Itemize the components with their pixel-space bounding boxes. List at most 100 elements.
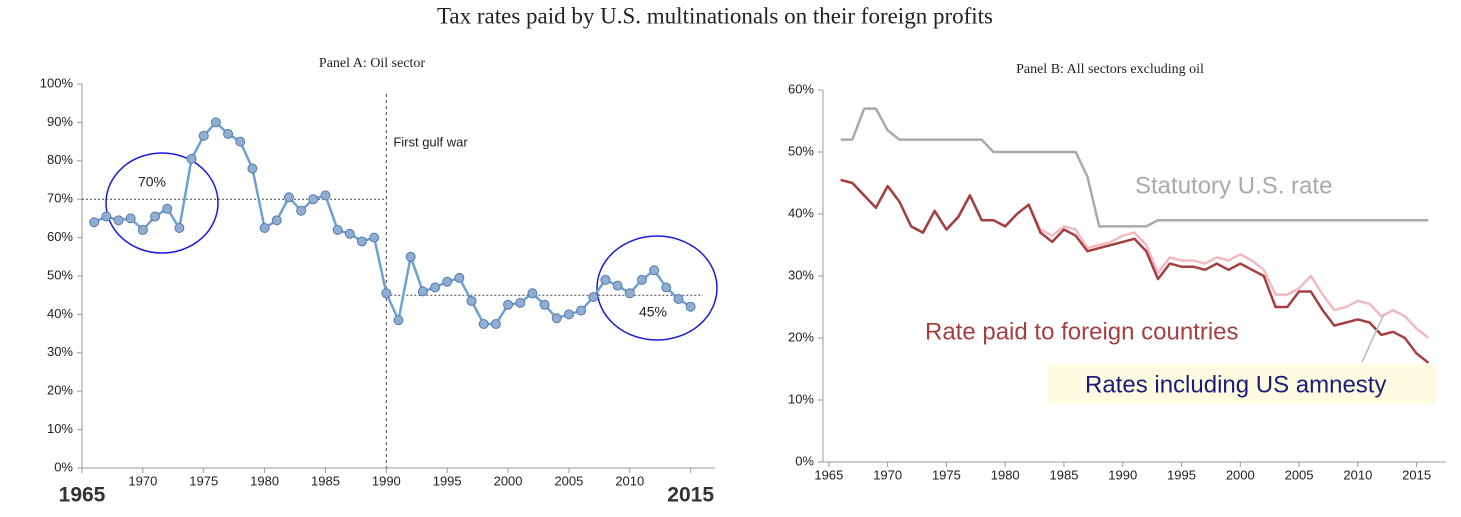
y-tick-label: 10%: [788, 391, 814, 406]
data-point: [600, 274, 611, 285]
highlight-circle: [105, 152, 219, 254]
y-tick-label: 30%: [788, 267, 814, 282]
data-point: [198, 130, 209, 141]
x-tick-label: 1965: [59, 484, 106, 507]
series-label: Statutory U.S. rate: [1135, 172, 1332, 199]
data-point: [162, 203, 173, 214]
data-line: [93, 121, 692, 326]
label-pointer: [1361, 313, 1385, 363]
data-point: [320, 190, 331, 201]
data-point: [332, 224, 343, 235]
data-point: [490, 319, 501, 329]
data-point: [283, 192, 294, 203]
data-point: [442, 276, 453, 287]
data-point: [223, 128, 234, 139]
x-tick-label: 1985: [311, 473, 340, 488]
x-tick-label: 1970: [128, 473, 157, 488]
series-line: [840, 178, 1430, 364]
data-point: [576, 305, 587, 316]
panel-title: Panel B: All sectors excluding oil: [1016, 62, 1204, 77]
x-tick-label: 1980: [250, 473, 279, 488]
reference-label: 45%: [639, 304, 667, 320]
y-tick-label: 50%: [47, 267, 73, 282]
x-tick-label: 1990: [372, 473, 401, 488]
data-point: [381, 288, 392, 299]
data-point: [271, 215, 282, 226]
y-tick-label: 50%: [788, 143, 814, 158]
data-point: [527, 288, 538, 299]
data-point: [673, 294, 684, 305]
data-point: [636, 274, 647, 285]
data-point: [235, 136, 246, 147]
data-point: [247, 163, 258, 174]
y-tick-label: 10%: [47, 421, 73, 436]
x-tick-label: 2015: [1402, 467, 1431, 482]
highlight-circle: [596, 235, 718, 341]
x-tick-label: 2005: [554, 473, 583, 488]
data-point: [210, 117, 221, 128]
x-tick-label: 1970: [873, 467, 902, 482]
x-tick-label: 2010: [1343, 467, 1372, 482]
data-point: [685, 301, 696, 312]
vertical-line-label: First gulf war: [393, 134, 468, 149]
y-tick-label: 70%: [47, 191, 73, 206]
x-tick-label: 1975: [932, 467, 961, 482]
panel-title: Panel A: Oil sector: [319, 56, 425, 71]
data-point: [539, 299, 550, 310]
x-tick-label: 1990: [1108, 467, 1137, 482]
x-tick-label: 1985: [1050, 467, 1079, 482]
data-point: [551, 313, 562, 324]
data-point: [417, 286, 428, 297]
x-tick-label: 2000: [494, 473, 523, 488]
data-point: [174, 223, 185, 233]
data-point: [113, 215, 124, 226]
data-point: [503, 299, 514, 310]
data-point: [624, 288, 635, 299]
series-line: [840, 178, 1430, 339]
data-point: [137, 224, 148, 235]
series-line: [840, 107, 1429, 228]
data-point: [259, 223, 270, 233]
x-tick-label: 1995: [1167, 467, 1196, 482]
reference-label: 70%: [138, 174, 166, 190]
data-point: [661, 282, 672, 293]
y-tick-label: 40%: [47, 306, 73, 321]
data-point: [563, 309, 574, 320]
x-tick-label: 1965: [814, 467, 843, 482]
data-point: [393, 315, 404, 326]
data-point: [89, 217, 100, 228]
x-tick-label: 2000: [1226, 467, 1255, 482]
x-tick-label: 2005: [1285, 467, 1314, 482]
y-tick-label: 40%: [788, 205, 814, 220]
data-point: [478, 319, 489, 329]
data-point: [186, 153, 197, 164]
data-point: [150, 211, 161, 222]
y-tick-label: 30%: [47, 344, 73, 359]
data-point: [515, 297, 526, 308]
data-point: [649, 265, 660, 276]
y-tick-label: 60%: [47, 229, 73, 244]
data-point: [369, 232, 380, 243]
y-tick-label: 80%: [47, 152, 73, 167]
data-point: [101, 211, 112, 222]
y-tick-label: 100%: [40, 75, 74, 90]
y-tick-label: 0%: [795, 453, 814, 468]
data-point: [466, 295, 477, 306]
data-point: [356, 236, 367, 247]
series-label: Rate paid to foreign countries: [925, 318, 1239, 345]
chart-title: Tax rates paid by U.S. multinationals on…: [437, 3, 993, 28]
y-tick-label: 20%: [788, 329, 814, 344]
x-tick-label: 1995: [433, 473, 462, 488]
y-tick-label: 20%: [47, 383, 73, 398]
y-tick-label: 60%: [788, 81, 814, 96]
y-tick-label: 0%: [54, 459, 73, 474]
data-point: [125, 213, 136, 224]
data-point: [430, 282, 441, 293]
data-point: [344, 228, 355, 239]
data-point: [612, 280, 623, 291]
y-tick-label: 90%: [47, 114, 73, 129]
data-point: [308, 194, 319, 205]
series-label: Rates including US amnesty: [1085, 371, 1386, 398]
label-background: [1048, 364, 1436, 404]
